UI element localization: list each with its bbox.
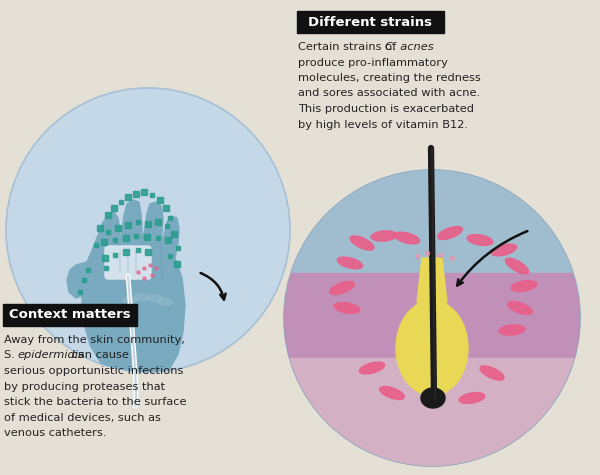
Ellipse shape xyxy=(459,392,485,403)
Text: can cause: can cause xyxy=(68,351,129,361)
Text: by producing proteases that: by producing proteases that xyxy=(4,381,165,391)
Text: Certain strains of: Certain strains of xyxy=(298,42,400,52)
FancyBboxPatch shape xyxy=(3,304,137,326)
Ellipse shape xyxy=(508,302,532,314)
Ellipse shape xyxy=(380,387,404,399)
Text: stick the bacteria to the surface: stick the bacteria to the surface xyxy=(4,397,187,407)
Ellipse shape xyxy=(480,366,504,380)
Ellipse shape xyxy=(359,362,385,374)
Ellipse shape xyxy=(135,294,149,301)
Ellipse shape xyxy=(329,282,355,294)
Ellipse shape xyxy=(505,258,529,274)
Text: S.: S. xyxy=(4,351,19,361)
Ellipse shape xyxy=(499,325,525,335)
Text: epidermidis: epidermidis xyxy=(18,351,85,361)
Circle shape xyxy=(284,170,580,466)
Ellipse shape xyxy=(350,236,374,250)
Ellipse shape xyxy=(394,232,419,244)
Ellipse shape xyxy=(491,244,517,256)
Polygon shape xyxy=(67,262,88,298)
Ellipse shape xyxy=(337,257,362,269)
Text: and sores associated with acne.: and sores associated with acne. xyxy=(298,88,480,98)
Polygon shape xyxy=(82,200,185,382)
Text: Context matters: Context matters xyxy=(9,308,131,322)
Polygon shape xyxy=(284,170,580,273)
Ellipse shape xyxy=(123,296,137,304)
Text: This production is exacerbated: This production is exacerbated xyxy=(298,104,474,114)
Circle shape xyxy=(6,88,290,372)
Text: of medical devices, such as: of medical devices, such as xyxy=(4,412,161,422)
Polygon shape xyxy=(417,258,447,303)
Text: venous catheters.: venous catheters. xyxy=(4,428,106,438)
Ellipse shape xyxy=(421,266,443,280)
Ellipse shape xyxy=(371,231,397,241)
Polygon shape xyxy=(284,273,580,358)
Text: produce pro-inflammatory: produce pro-inflammatory xyxy=(298,57,448,67)
Text: serious opportunistic infections: serious opportunistic infections xyxy=(4,366,184,376)
Text: C. acnes: C. acnes xyxy=(385,42,434,52)
FancyBboxPatch shape xyxy=(105,246,151,279)
Text: molecules, creating the redness: molecules, creating the redness xyxy=(298,73,481,83)
Text: Away from the skin community,: Away from the skin community, xyxy=(4,335,185,345)
Ellipse shape xyxy=(467,235,493,246)
Ellipse shape xyxy=(421,388,445,408)
Ellipse shape xyxy=(334,303,360,314)
FancyBboxPatch shape xyxy=(297,11,444,33)
Ellipse shape xyxy=(158,298,172,305)
Ellipse shape xyxy=(148,294,162,302)
Ellipse shape xyxy=(396,301,468,396)
Polygon shape xyxy=(284,358,580,466)
Ellipse shape xyxy=(511,281,537,292)
Text: Different strains: Different strains xyxy=(308,16,433,28)
Ellipse shape xyxy=(437,227,463,239)
Text: by high levels of vitamin B12.: by high levels of vitamin B12. xyxy=(298,120,468,130)
